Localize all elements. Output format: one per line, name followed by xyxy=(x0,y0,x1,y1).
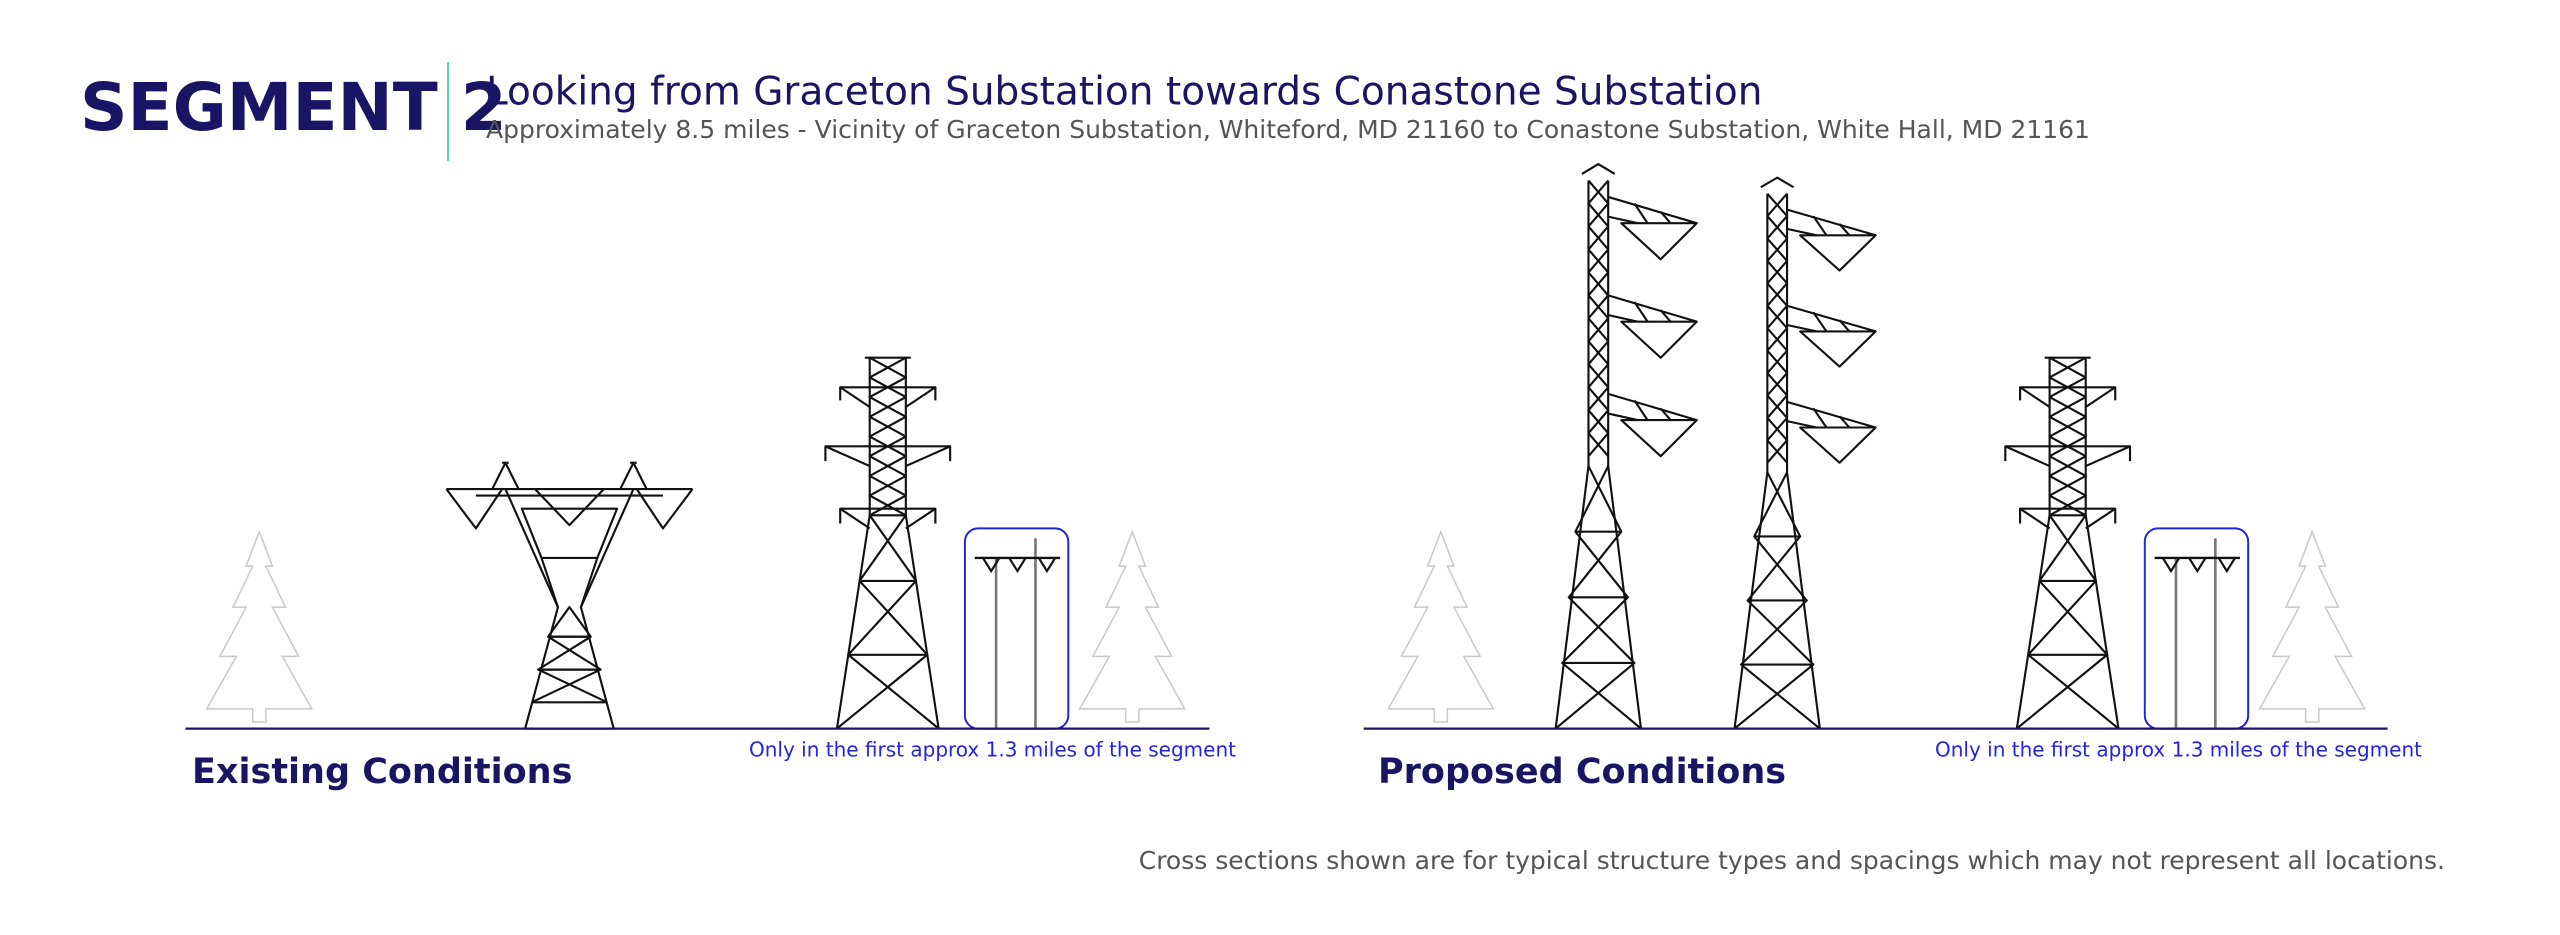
segment-title: SEGMENT 2 xyxy=(80,69,507,146)
subtitle: Approximately 8.5 miles - Vicinity of Gr… xyxy=(486,115,2090,144)
heading: Looking from Graceton Substation towards… xyxy=(486,70,1762,115)
panel-label: Existing Conditions xyxy=(192,752,572,792)
panel-note: Only in the first approx 1.3 miles of th… xyxy=(1935,738,2422,762)
footer-note: Cross sections shown are for typical str… xyxy=(1139,846,2445,875)
illustration xyxy=(185,164,2388,730)
panel-note: Only in the first approx 1.3 miles of th… xyxy=(749,738,1236,762)
panel-label: Proposed Conditions xyxy=(1378,752,1786,792)
h-frame-tower xyxy=(445,461,694,730)
